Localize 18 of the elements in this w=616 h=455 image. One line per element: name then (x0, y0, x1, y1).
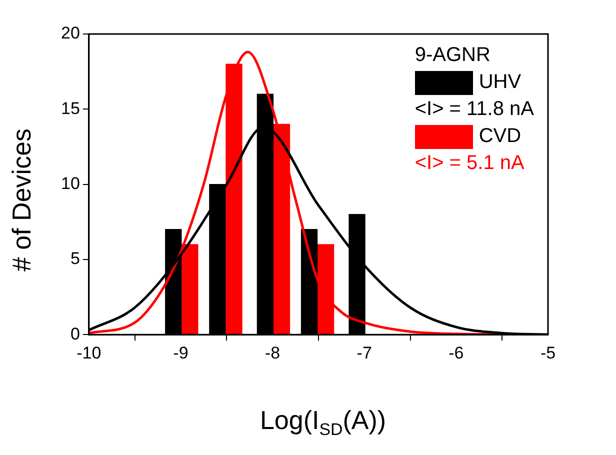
y-tick-label: 20 (60, 24, 80, 43)
x-tick-label: -6 (448, 343, 464, 362)
y-axis-title: # of Devices (6, 128, 38, 272)
legend-label: UHV (478, 70, 522, 95)
y-tick-label: 0 (70, 324, 80, 344)
y-tick-label: 10 (60, 174, 80, 193)
x-tick-label: -10 (76, 343, 102, 362)
legend-label: CVD (478, 124, 522, 149)
x-tick-label: -7 (356, 343, 372, 362)
y-tick-label: 5 (70, 249, 80, 268)
x-axis-title: Log(I$_{SD}$(A)) (258, 405, 388, 440)
annotation: <I> = 11.8 nA (414, 97, 534, 122)
x-tick-label: -5 (540, 343, 556, 362)
x-tick-label: -9 (173, 343, 188, 362)
y-tick-label: 15 (60, 98, 80, 118)
x-tick-label: -8 (264, 343, 280, 362)
annotation: <I> = 5.1 nA (414, 151, 526, 176)
legend-title: 9-AGNR (414, 43, 492, 68)
